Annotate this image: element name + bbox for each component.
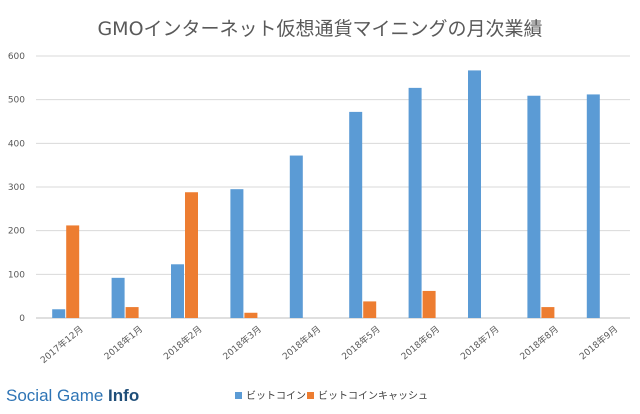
x-tick-label: 2017年12月 [38,323,86,366]
bar-bitcoin [527,95,541,318]
chart-title: GMOインターネット仮想通貨マイニングの月次業績 [97,18,542,40]
legend-label-bitcoin-cash: ビットコインキャッシュ [318,390,428,402]
legend-swatch-bitcoin-cash [307,392,314,399]
x-axis-ticks: 2017年12月 2018年1月 2018年2月 2018年3月 2018年4月 2018… [38,323,620,366]
x-tick-label: 2018年6月 [399,323,442,362]
y-tick-label: 0 [19,314,25,324]
gridlines [36,55,630,319]
bar-bitcoin [52,309,66,318]
y-tick-label: 400 [8,139,25,149]
x-tick-label: 2018年5月 [339,323,382,362]
legend-swatch-bitcoin [235,392,242,399]
bar-bitcoin-cash [185,192,198,318]
bar-bitcoin-cash [363,301,377,318]
bar-bitcoin [408,87,422,318]
bar-bitcoin [230,189,244,318]
y-tick-label: 300 [8,183,25,193]
x-tick-label: 2018年1月 [102,323,145,362]
bar-bitcoin-cash [244,312,258,318]
x-tick-label: 2018年7月 [458,323,501,362]
bar-bitcoin-cash [66,225,80,318]
y-axis-ticks: 0 100 200 300 400 500 600 [8,52,25,324]
site-watermark: Social Game Info [6,386,139,406]
bar-bitcoin [586,94,600,318]
legend: ビットコイン ビットコインキャッシュ [235,390,428,402]
bar-bitcoin [349,111,363,318]
x-tick-label: 2018年3月 [220,323,263,362]
bar-bitcoin-cash [125,307,139,318]
bar-bitcoin [468,70,481,318]
x-tick-label: 2018年2月 [161,323,204,362]
bar-bitcoin [111,277,125,318]
y-tick-label: 500 [8,96,25,106]
x-tick-label: 2018年9月 [577,323,620,362]
bar-bitcoin [171,264,184,318]
x-tick-label: 2018年8月 [517,323,560,362]
legend-label-bitcoin: ビットコイン [246,390,306,402]
y-tick-label: 600 [8,52,25,62]
bar-bitcoin-cash [541,307,555,318]
watermark-text-bold: Info [108,386,140,405]
y-tick-label: 100 [8,270,25,280]
bar-bitcoin [289,155,303,318]
bars [52,70,600,318]
bar-bitcoin-cash [422,290,436,318]
y-tick-label: 200 [8,227,25,237]
x-tick-label: 2018年4月 [280,323,323,362]
watermark-text: Social Game [6,386,109,405]
